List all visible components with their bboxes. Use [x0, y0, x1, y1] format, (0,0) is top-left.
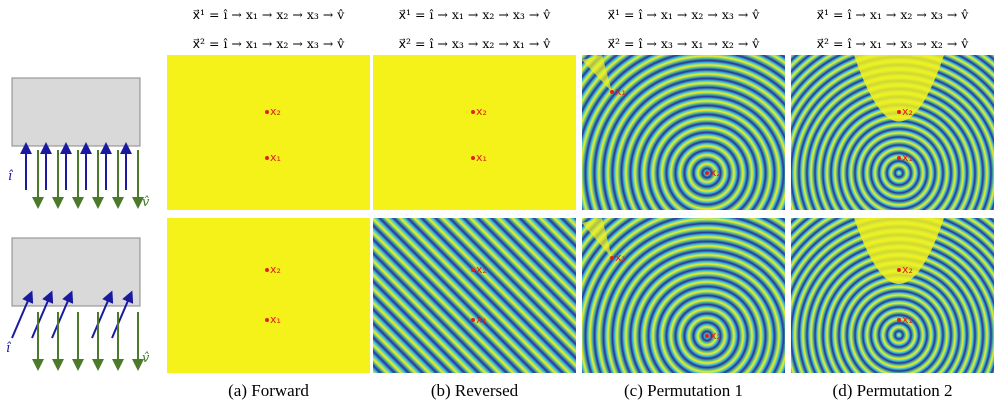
point-label: x₂ [902, 105, 913, 118]
point-label: x₁ [902, 313, 913, 326]
point [897, 268, 901, 272]
caption: (d) Permutation 2 [833, 381, 953, 400]
field-image [373, 55, 576, 210]
field-image [167, 218, 370, 373]
diagram-top: î v̂ [8, 78, 150, 210]
panel: x₂ x₁ [582, 218, 785, 373]
point [610, 90, 614, 94]
diagram-bottom: î v̂ [6, 238, 150, 366]
point-label: x₂ [710, 166, 721, 179]
path-label: x⃗² = î → x₃ → x₂ → x₁ → v̂ [398, 36, 551, 51]
point-label: x₁ [615, 251, 626, 264]
point-label: x₂ [476, 263, 487, 276]
field-image [582, 55, 785, 210]
path-label: x⃗¹ = î → x₁ → x₂ → x₃ → v̂ [816, 7, 969, 22]
point-label: x₁ [615, 85, 626, 98]
point [265, 110, 269, 114]
point [897, 110, 901, 114]
point [471, 156, 475, 160]
point [610, 256, 614, 260]
caption: (c) Permutation 1 [624, 381, 743, 400]
panel: x₂ x₁ [167, 55, 370, 210]
point-label: x₂ [902, 263, 913, 276]
point [471, 318, 475, 322]
field-image [373, 218, 576, 373]
path-label: x⃗¹ = î → x₁ → x₂ → x₃ → v̂ [398, 7, 551, 22]
point-label: x₁ [270, 313, 281, 326]
panel: x₂ x₁ [791, 218, 994, 373]
point-label: x₂ [270, 105, 281, 118]
path-label: x⃗² = î → x₁ → x₃ → x₂ → v̂ [816, 36, 969, 51]
point [265, 156, 269, 160]
point-label: x₁ [476, 151, 487, 164]
incident-label: î [8, 169, 14, 184]
point-label: x₂ [270, 263, 281, 276]
figure: î v̂ î v̂ x⃗¹ = î → x₁ → x₂ → x₃ → v̂ x⃗²… [0, 0, 995, 411]
point-label: x₂ [476, 105, 487, 118]
point [897, 318, 901, 322]
point [471, 268, 475, 272]
panel: x₂ x₁ [373, 55, 576, 210]
caption: (b) Reversed [431, 381, 519, 400]
outgoing-label: v̂ [142, 195, 150, 210]
point [265, 268, 269, 272]
point-label: x₁ [270, 151, 281, 164]
path-label: x⃗² = î → x₃ → x₁ → x₂ → v̂ [607, 36, 760, 51]
path-label: x⃗¹ = î → x₁ → x₂ → x₃ → v̂ [192, 7, 345, 22]
panel: x₂ x₁ [582, 55, 785, 210]
point-label: x₁ [476, 313, 487, 326]
path-label: x⃗² = î → x₁ → x₂ → x₃ → v̂ [192, 36, 345, 51]
point-label: x₂ [710, 329, 721, 342]
field-image [582, 218, 785, 373]
incident-label: î [6, 341, 12, 356]
caption: (a) Forward [228, 381, 309, 400]
panel: x₂ x₁ [373, 218, 576, 373]
field-image [167, 55, 370, 210]
point-label: x₁ [902, 151, 913, 164]
outgoing-label: v̂ [142, 351, 150, 366]
panel: x₂ x₁ [167, 218, 370, 373]
point [265, 318, 269, 322]
point [705, 171, 709, 175]
point [705, 334, 709, 338]
point [897, 156, 901, 160]
panel: x₂ x₁ [791, 55, 994, 210]
path-label: x⃗¹ = î → x₁ → x₂ → x₃ → v̂ [607, 7, 760, 22]
point [471, 110, 475, 114]
